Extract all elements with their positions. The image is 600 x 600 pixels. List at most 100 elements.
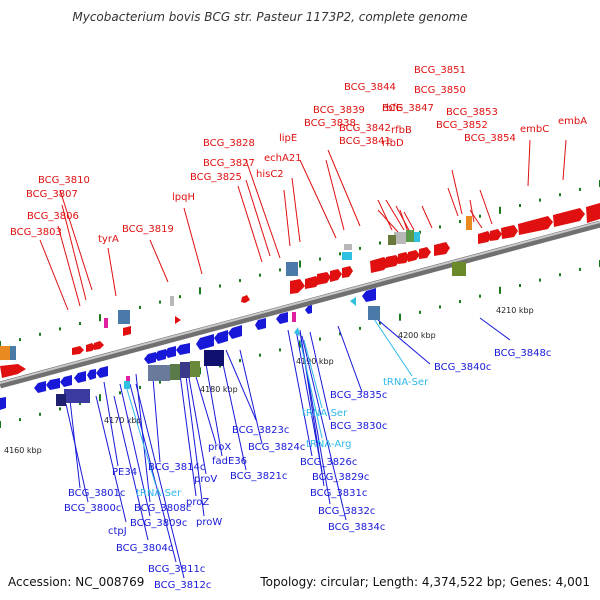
reverse-gene-label: BCG_3800c bbox=[64, 503, 121, 514]
forward-gene-label: BCG_3842 bbox=[339, 123, 391, 134]
leader-line bbox=[225, 349, 257, 421]
tick-mark bbox=[359, 326, 361, 330]
tick-mark bbox=[539, 198, 541, 202]
leader-line bbox=[95, 395, 127, 523]
reverse-gene bbox=[96, 366, 108, 378]
reverse-gene bbox=[46, 378, 60, 390]
reverse-gene-label: proZ bbox=[186, 497, 209, 508]
leader-line bbox=[179, 373, 197, 497]
kbp-label: 4190 kbp bbox=[296, 357, 334, 366]
forward-gene bbox=[518, 216, 553, 235]
reverse-gene bbox=[305, 305, 312, 314]
feature-block bbox=[286, 262, 298, 276]
leader-line bbox=[151, 365, 161, 463]
accession-text: Accession: NC_008769 bbox=[8, 575, 144, 589]
reverse-gene-label: BCG_3834c bbox=[328, 522, 385, 533]
tick-mark bbox=[519, 204, 521, 207]
leader-line bbox=[301, 335, 347, 521]
feature-block bbox=[118, 310, 130, 324]
tick-mark bbox=[159, 300, 161, 304]
tick-mark bbox=[259, 353, 261, 357]
reverse-gene-label: BCG_3812c bbox=[154, 580, 211, 591]
tick-mark bbox=[479, 214, 481, 218]
tick-mark bbox=[19, 418, 21, 422]
forward-gene-label: hisC2 bbox=[256, 169, 284, 180]
leader-line bbox=[295, 329, 323, 473]
tick-mark bbox=[279, 268, 281, 272]
leader-line bbox=[299, 159, 337, 239]
tick-mark bbox=[379, 241, 381, 245]
reverse-gene-label: BCG_3821c bbox=[230, 471, 287, 482]
leader-line bbox=[129, 383, 177, 563]
reverse-gene bbox=[276, 312, 288, 324]
leader-line bbox=[65, 403, 89, 503]
rna-gene-label: tRNA-Ser bbox=[302, 408, 348, 419]
reverse-gene-label: BCG_3809c bbox=[130, 518, 187, 529]
leader-line bbox=[125, 385, 157, 487]
leader-line bbox=[309, 331, 331, 421]
forward-gene bbox=[434, 242, 450, 256]
feature-block bbox=[170, 364, 180, 380]
leader-line bbox=[562, 139, 567, 181]
leader-line bbox=[479, 317, 511, 341]
reverse-gene bbox=[228, 325, 242, 339]
tick-mark bbox=[79, 322, 81, 325]
leader-line bbox=[283, 189, 291, 247]
leader-line bbox=[451, 169, 463, 215]
leader-line bbox=[385, 199, 405, 231]
leader-line bbox=[403, 211, 415, 231]
feature-block bbox=[406, 230, 414, 242]
leader-line bbox=[183, 207, 203, 275]
tick-mark bbox=[259, 273, 261, 277]
feature-block bbox=[452, 262, 466, 276]
leader-line bbox=[61, 204, 87, 301]
reverse-gene bbox=[154, 349, 166, 361]
reverse-gene-label: proW bbox=[196, 517, 222, 528]
tick-mark bbox=[299, 340, 301, 348]
leader-line bbox=[447, 187, 459, 217]
leader-line bbox=[135, 383, 185, 579]
reverse-gene-label: BCG_3831c bbox=[310, 488, 367, 499]
tick-mark bbox=[299, 260, 301, 268]
forward-gene-label: BCG_3851 bbox=[414, 65, 466, 76]
leader-line bbox=[103, 381, 119, 467]
forward-gene bbox=[490, 229, 502, 241]
leader-line bbox=[187, 371, 207, 475]
reverse-gene-label: ctpJ bbox=[108, 526, 127, 537]
reverse-gene-label: BCG_3823c bbox=[232, 425, 289, 436]
forward-gene-label: BCG_3847 bbox=[382, 103, 434, 114]
forward-gene-label: BCG_3854 bbox=[464, 133, 516, 144]
forward-gene-label: BCG_3839 bbox=[313, 105, 365, 116]
tick-mark bbox=[399, 313, 401, 321]
leader-line bbox=[367, 309, 413, 377]
feature-block bbox=[190, 361, 200, 377]
reverse-gene bbox=[255, 318, 266, 330]
kbp-label: 4200 kbp bbox=[398, 331, 436, 340]
tick-mark bbox=[159, 380, 161, 384]
leader-line bbox=[219, 349, 247, 471]
leader-line bbox=[193, 369, 217, 445]
tick-mark bbox=[139, 305, 141, 309]
forward-gene bbox=[175, 316, 181, 324]
reverse-gene-label: BCG_3808c bbox=[134, 503, 191, 514]
reverse-gene-label: BCG_3848c bbox=[494, 348, 551, 359]
leader-line bbox=[119, 383, 151, 517]
tick-mark bbox=[239, 279, 241, 283]
rna-gene-labels: tRNA-Ser tRNA-Ser tRNA-Arg tRNA-Ser bbox=[136, 377, 429, 499]
tick-mark bbox=[59, 327, 61, 331]
feature-block bbox=[148, 365, 170, 381]
reverse-gene-label: fadE36 bbox=[212, 456, 247, 467]
forward-gene-label: echA21 bbox=[264, 153, 302, 164]
reverse-gene-label: BCG_3801c bbox=[68, 488, 125, 499]
position-ticks bbox=[0, 180, 600, 428]
reverse-gene bbox=[204, 350, 224, 366]
leader-line bbox=[39, 239, 69, 311]
leader-line bbox=[303, 339, 323, 409]
leader-line bbox=[107, 247, 117, 297]
leader-line bbox=[327, 149, 361, 227]
forward-gene bbox=[86, 343, 96, 352]
reverse-gene-label: BCG_3811c bbox=[148, 564, 205, 575]
reverse-gene-label: BCG_3804c bbox=[116, 543, 173, 554]
feature-block bbox=[124, 381, 130, 389]
